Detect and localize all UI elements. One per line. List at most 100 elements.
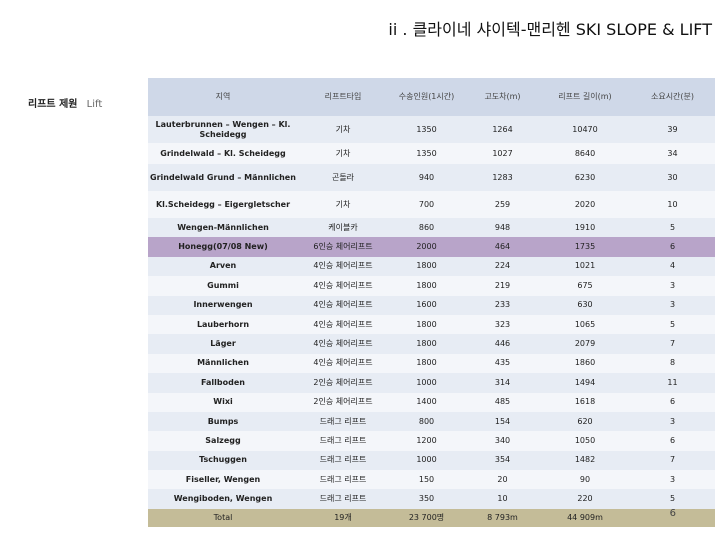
cell-lift-length: 1494 — [540, 373, 630, 393]
cell-lift-type: 케이블카 — [298, 218, 388, 238]
cell-elevation-diff: 948 — [465, 218, 540, 238]
cell-region: Läger — [148, 334, 298, 354]
table-row: Wengiboden, Wengen 드래그 리프트 350 10 220 5 — [148, 489, 715, 509]
cell-lift-type: 기차 — [298, 116, 388, 143]
cell-elevation-diff: 1264 — [465, 116, 540, 143]
cell-region: Gummi — [148, 276, 298, 296]
cell-duration: 34 — [630, 143, 715, 164]
page-title: ii . 클라이네 샤이텍-맨리헨 SKI SLOPE & LIFT — [388, 20, 712, 39]
section-label-korean: 리프트 제원 — [28, 99, 78, 110]
cell-elevation-diff: 485 — [465, 392, 540, 412]
header-duration: 소요시간(분) — [630, 78, 715, 116]
cell-lift-type: 2인승 체어리프트 — [298, 392, 388, 412]
cell-capacity: 1800 — [388, 353, 465, 374]
cell-lift-length: 1735 — [540, 237, 630, 257]
cell-lift-length: 1482 — [540, 450, 630, 471]
cell-region: Tschuggen — [148, 450, 298, 471]
cell-region: Wixi — [148, 392, 298, 412]
page-number: 6 — [669, 508, 676, 519]
cell-region: Wengiboden, Wengen — [148, 489, 298, 509]
cell-duration: 30 — [630, 164, 715, 191]
cell-duration: 5 — [630, 218, 715, 238]
cell-lift-length: 220 — [540, 489, 630, 509]
cell-duration: 3 — [630, 276, 715, 296]
cell-lift-type: 드래그 리프트 — [298, 431, 388, 451]
cell-lift-length: 1021 — [540, 256, 630, 277]
cell-region: Kl.Scheidegg – Eigergletscher — [148, 191, 298, 218]
table-row: Läger 4인승 체어리프트 1800 446 2079 7 — [148, 334, 715, 354]
total-row: Total 19개 23 700명 8 793m 44 909m — [148, 508, 715, 527]
cell-region: Arven — [148, 256, 298, 277]
cell-region: Grindelwald – Kl. Scheidegg — [148, 143, 298, 164]
table-row: Bumps 드래그 리프트 800 154 620 3 — [148, 411, 715, 432]
cell-duration: 6 — [630, 392, 715, 412]
cell-elevation-diff: 314 — [465, 373, 540, 393]
cell-lift-length: 675 — [540, 276, 630, 296]
cell-elevation-diff: 154 — [465, 411, 540, 432]
section-label: 리프트 제원 Lift — [28, 95, 102, 110]
cell-duration: 3 — [630, 411, 715, 432]
cell-region: Grindelwald Grund – Männlichen — [148, 164, 298, 191]
cell-lift-type: 드래그 리프트 — [298, 450, 388, 471]
cell-elevation-diff: 464 — [465, 237, 540, 257]
cell-capacity: 700 — [388, 191, 465, 218]
cell-lift-type: 4인승 체어리프트 — [298, 334, 388, 354]
table-row: Lauberhorn 4인승 체어리프트 1800 323 1065 5 — [148, 314, 715, 335]
cell-capacity: 800 — [388, 411, 465, 432]
cell-lift-length: 1618 — [540, 392, 630, 412]
cell-elevation-diff: 224 — [465, 256, 540, 277]
cell-lift-type: 4인승 체어리프트 — [298, 353, 388, 374]
cell-lift-length: 1910 — [540, 218, 630, 238]
cell-lift-type: 드래그 리프트 — [298, 489, 388, 509]
table-row: Grindelwald Grund – Männlichen 곤돌라 940 1283… — [148, 164, 715, 191]
cell-lift-length: 2079 — [540, 334, 630, 354]
cell-region: Wengen-Männlichen — [148, 218, 298, 238]
table-row: Lauterbrunnen – Wengen – Kl. Scheidegg 기차… — [148, 116, 715, 143]
header-lift-length: 리프트 길이(m) — [540, 78, 630, 116]
cell-lift-type: 곤돌라 — [298, 164, 388, 191]
cell-lift-type: 기차 — [298, 191, 388, 218]
cell-lift-type: 4인승 체어리프트 — [298, 276, 388, 296]
lift-table-container: 지역 리프트타입 수송인원(1시간) 고도차(m) 리프트 길이(m) 소요시간… — [148, 78, 715, 527]
cell-region: Honegg(07/08 New) — [148, 237, 298, 257]
cell-lift-type: 4인승 체어리프트 — [298, 295, 388, 315]
cell-elevation-diff: 435 — [465, 353, 540, 374]
table-row: Arven 4인승 체어리프트 1800 224 1021 4 — [148, 256, 715, 277]
cell-lift-length: 1050 — [540, 431, 630, 451]
cell-capacity: 1000 — [388, 373, 465, 393]
cell-capacity: 1350 — [388, 143, 465, 164]
table-row: Tschuggen 드래그 리프트 1000 354 1482 7 — [148, 450, 715, 471]
cell-lift-length: 90 — [540, 470, 630, 490]
cell-duration: 5 — [630, 489, 715, 509]
cell-lift-type: 4인승 체어리프트 — [298, 314, 388, 335]
cell-region: Fiseller, Wengen — [148, 470, 298, 490]
cell-elevation-diff: 219 — [465, 276, 540, 296]
cell-region: Innerwengen — [148, 295, 298, 315]
cell-capacity: 2000 — [388, 237, 465, 257]
cell-region: Männlichen — [148, 353, 298, 374]
cell-elevation-diff: 323 — [465, 314, 540, 335]
cell-duration: 7 — [630, 334, 715, 354]
cell-duration: 6 — [630, 431, 715, 451]
cell-duration: 8 — [630, 353, 715, 374]
table-row: Wengen-Männlichen 케이블카 860 948 1910 5 — [148, 218, 715, 238]
cell-elevation-diff: 233 — [465, 295, 540, 315]
cell-duration: 3 — [630, 295, 715, 315]
cell-elevation-diff: 354 — [465, 450, 540, 471]
total-duration — [630, 508, 715, 527]
table-row: Kl.Scheidegg – Eigergletscher 기차 700 259 202… — [148, 191, 715, 218]
cell-elevation-diff: 20 — [465, 470, 540, 490]
cell-region: Lauterbrunnen – Wengen – Kl. Scheidegg — [148, 116, 298, 143]
cell-lift-type: 6인승 체어리프트 — [298, 237, 388, 257]
cell-lift-type: 기차 — [298, 143, 388, 164]
total-elevation-diff: 8 793m — [465, 508, 540, 527]
cell-capacity: 1200 — [388, 431, 465, 451]
cell-elevation-diff: 10 — [465, 489, 540, 509]
total-label: Total — [148, 508, 298, 527]
cell-lift-length: 620 — [540, 411, 630, 432]
total-length: 44 909m — [540, 508, 630, 527]
cell-capacity: 1600 — [388, 295, 465, 315]
cell-region: Bumps — [148, 411, 298, 432]
cell-capacity: 940 — [388, 164, 465, 191]
total-capacity: 23 700명 — [388, 508, 465, 527]
